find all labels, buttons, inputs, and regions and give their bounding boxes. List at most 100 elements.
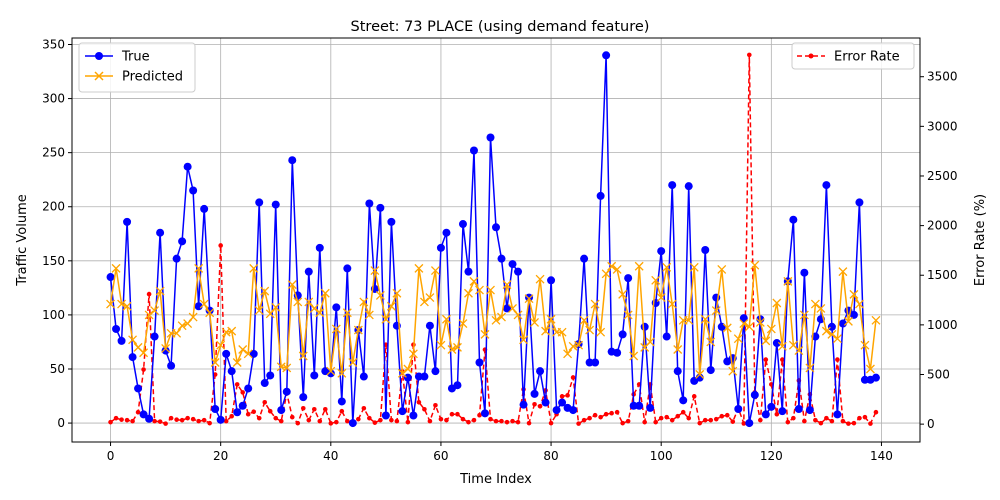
error-rate-point [824,415,829,421]
error-rate-point [455,411,460,417]
error-rate-point [378,417,383,423]
predicted-point [761,336,771,346]
predicted-point [403,364,413,374]
true-point [442,228,451,237]
predicted-point [645,337,655,347]
true-point [514,267,523,276]
predicted-point [860,340,870,350]
true-point [167,361,176,370]
true-point [558,398,567,407]
error-rate-point [477,412,482,418]
legend-predicted-marker [94,71,104,81]
error-rate-point [532,401,537,407]
x-tick-label: 0 [107,449,115,463]
x-tick-label: 20 [213,449,228,463]
predicted-point [865,364,875,374]
predicted-point [144,310,154,320]
predicted-point [150,306,160,316]
predicted-point [425,293,435,303]
true-point [734,405,743,414]
predicted-point [794,346,804,356]
error-rate-point [190,416,196,422]
true-point [717,322,726,331]
predicted-point [243,349,253,359]
error-rate-point [625,418,631,424]
error-rate-point [433,402,438,408]
error-rate-point [185,415,190,421]
predicted-point [783,276,793,286]
predicted-point [717,265,727,274]
predicted-point [282,363,292,373]
true-point [624,274,633,283]
x-tick-label: 40 [323,449,338,463]
true-point [178,237,187,246]
predicted-point [733,334,743,344]
predicted-point [502,280,512,290]
error-rate-point [317,418,323,424]
true-point [271,200,280,209]
true-point [646,403,655,412]
predicted-point [607,261,617,271]
true-point [189,186,198,195]
predicted-point [585,325,595,335]
predicted-point [541,326,551,336]
error-rate-point [449,411,455,417]
error-rate-point [515,419,521,425]
error-rate-point [609,410,614,416]
error-rate-point [157,419,163,424]
plot-frame [71,37,921,443]
predicted-point [821,326,831,336]
error-rate-point [273,415,279,421]
error-rate-point [614,409,620,415]
true-point [739,314,748,323]
true-point [398,407,407,416]
true-point [376,203,385,212]
true-point [679,396,688,405]
error-rate-point [240,390,246,395]
predicted-point [695,369,705,379]
predicted-point [497,312,506,322]
true-point [161,346,170,355]
true-point [602,51,611,60]
error-rate-point [218,243,223,248]
left-y-axis-title: Traffic Volume [15,194,30,287]
predicted-point [397,368,407,378]
predicted-point [700,314,710,324]
predicted-point [557,327,567,337]
true-point [849,310,858,319]
error-rate-point [746,52,752,58]
predicted-point [370,266,380,276]
error-rate-point [868,421,873,426]
predicted-point [739,319,749,329]
predicted-point [430,266,440,276]
error-rate-point [251,409,257,415]
error-rate-point [361,405,367,411]
true-point [211,405,220,414]
true-point [409,411,418,420]
error-rate-point [576,421,581,426]
predicted-point [805,363,815,373]
true-point [414,372,423,381]
true-point [772,339,781,348]
error-rate-point [873,409,879,415]
error-rate-point [141,367,146,372]
error-rate-point [207,420,212,426]
true-point [112,324,121,333]
predicted-point [464,288,473,298]
true-point [233,408,242,417]
error-rate-point [835,357,840,362]
predicted-point [508,303,517,313]
predicted-point [563,349,573,359]
error-rate-point [857,415,862,421]
error-rate-point [289,414,295,420]
error-rate-point [846,421,851,426]
true-point [117,336,126,345]
predicted-point [271,302,281,312]
predicted-point [475,285,484,295]
legend-predicted-label: Predicted [122,70,183,85]
right-y-tick-label: 2000 [927,219,958,233]
error-rate-point [587,415,592,421]
error-rate-point [356,416,361,422]
error-rate-point [179,417,185,423]
true-point [304,267,313,276]
